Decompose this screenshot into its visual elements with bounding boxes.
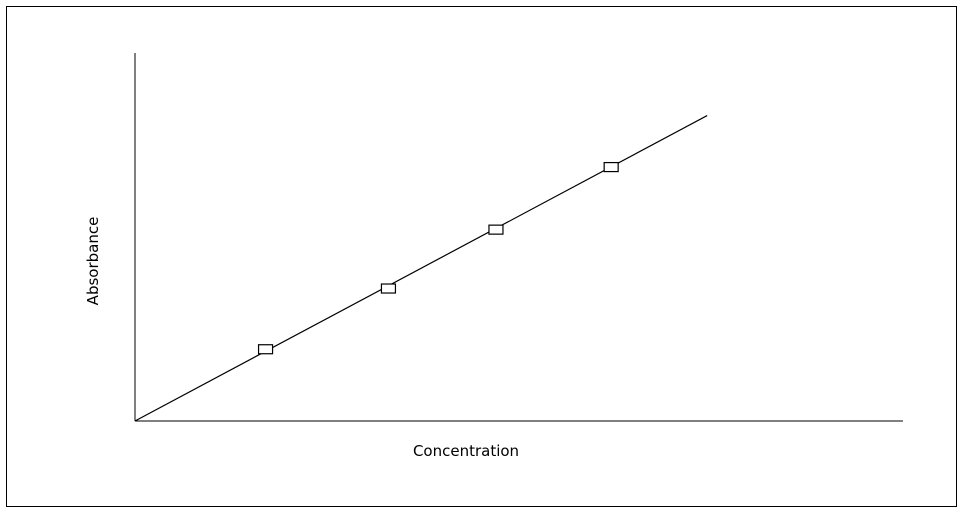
data-point-3 [488,224,504,235]
axes [134,53,903,422]
x-axis-label: Concentration [413,442,519,460]
data-point-4 [603,161,619,173]
y-axis-label: Absorbance [84,217,102,306]
data-point-2 [380,283,397,294]
chart-frame [6,6,957,507]
data-point-1 [257,344,274,355]
trendline [134,115,708,422]
data-points [257,161,619,355]
